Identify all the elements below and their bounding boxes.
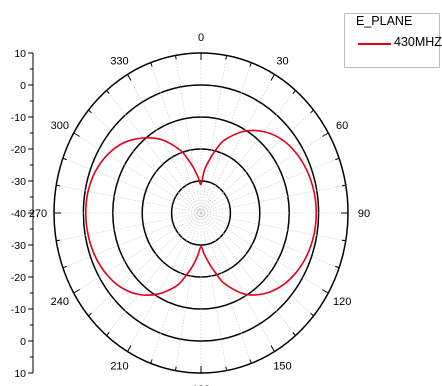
polar-spoke-340 — [150, 62, 202, 214]
angular-tick-label-210: 210 — [110, 360, 128, 372]
polar-spoke-190 — [175, 212, 202, 371]
angular-tick-label-270: 270 — [29, 208, 47, 220]
polar-spoke-70 — [200, 157, 340, 214]
polar-spoke-170 — [200, 212, 227, 371]
radial-tick-label-5: -40 — [11, 208, 26, 220]
angular-major-tick-300 — [73, 132, 81, 137]
series-line-0 — [84, 129, 318, 296]
legend: E_PLANE 430MHZ — [344, 13, 442, 68]
angular-minor-tick-230 — [88, 312, 92, 317]
angular-minor-tick-250 — [62, 265, 67, 269]
angular-tick-label-180: 180 — [192, 384, 210, 386]
polar-spoke-30 — [200, 74, 275, 214]
angular-minor-tick-140 — [292, 332, 296, 336]
radial-tick-label-4: -30 — [11, 176, 26, 188]
polar-spoke-260 — [56, 212, 202, 242]
polar-spoke-210 — [127, 212, 202, 352]
angular-minor-tick-80 — [341, 184, 346, 187]
radial-tick-label-6: -30 — [11, 240, 26, 252]
polar-spoke-10 — [200, 55, 227, 214]
polar-spoke-110 — [200, 212, 340, 269]
radial-tick-label-0: 10 — [14, 48, 26, 60]
angular-major-tick-120 — [321, 289, 329, 294]
polar-spoke-280 — [56, 184, 202, 214]
polar-ring-0 — [170, 180, 232, 246]
angular-minor-tick-10 — [225, 55, 228, 60]
angular-minor-tick-130 — [310, 312, 314, 317]
polar-spoke-130 — [200, 212, 314, 317]
legend-series-swatch — [358, 43, 391, 45]
polar-spoke-80 — [200, 184, 346, 214]
polar-spoke-160 — [200, 212, 252, 364]
polar-spoke-140 — [200, 212, 296, 336]
polar-spoke-200 — [150, 212, 202, 364]
angular-tick-label-30: 30 — [276, 56, 288, 68]
angular-major-tick-240 — [73, 289, 81, 294]
angular-tick-label-240: 240 — [51, 296, 69, 308]
angular-minor-tick-280 — [56, 184, 61, 187]
angular-minor-tick-40 — [292, 90, 296, 94]
radial-tick-label-9: 0 — [20, 336, 26, 348]
angular-minor-tick-310 — [88, 109, 92, 114]
radial-tick-label-7: -20 — [11, 272, 26, 284]
polar-spoke-120 — [200, 212, 329, 294]
polar-spoke-150 — [200, 212, 275, 352]
angular-minor-tick-350 — [174, 55, 177, 60]
angular-major-tick-150 — [270, 345, 275, 352]
angular-tick-label-120: 120 — [333, 296, 351, 308]
angular-minor-tick-260 — [56, 239, 61, 242]
polar-spoke-250 — [62, 212, 202, 269]
angular-tick-label-90: 90 — [358, 208, 370, 220]
angular-major-tick-210 — [127, 345, 132, 352]
angular-minor-tick-170 — [225, 366, 228, 371]
polar-spoke-290 — [62, 157, 202, 214]
angular-minor-tick-190 — [174, 366, 177, 371]
angular-minor-tick-200 — [150, 359, 153, 364]
polar-spoke-100 — [200, 212, 346, 242]
angular-tick-label-150: 150 — [273, 360, 291, 372]
radial-tick-label-3: -20 — [11, 144, 26, 156]
angular-minor-tick-160 — [249, 359, 252, 364]
polar-spoke-230 — [88, 212, 202, 317]
angular-minor-tick-340 — [150, 62, 153, 67]
radial-tick-label-1: 0 — [20, 80, 26, 92]
angular-minor-tick-50 — [310, 109, 314, 114]
angular-tick-label-60: 60 — [336, 120, 348, 132]
polar-spoke-330 — [127, 74, 202, 214]
angular-minor-tick-110 — [335, 265, 340, 269]
angular-minor-tick-320 — [106, 90, 110, 94]
legend-title: E_PLANE — [356, 14, 413, 28]
polar-spoke-350 — [175, 55, 202, 214]
angular-tick-label-0: 0 — [198, 32, 204, 44]
angular-minor-tick-20 — [249, 62, 252, 67]
legend-series-label: 430MHZ — [394, 35, 442, 49]
angular-major-tick-60 — [321, 132, 329, 137]
angular-minor-tick-100 — [341, 239, 346, 242]
angular-major-tick-30 — [270, 74, 275, 81]
polar-spoke-310 — [88, 109, 202, 214]
radial-tick-label-10: 10 — [14, 368, 26, 380]
angular-tick-label-330: 330 — [110, 56, 128, 68]
polar-spoke-320 — [106, 90, 202, 214]
polar-spoke-20 — [200, 62, 252, 214]
angular-major-tick-330 — [127, 74, 132, 81]
radial-tick-label-2: -10 — [11, 112, 26, 124]
angular-minor-tick-220 — [106, 332, 110, 336]
polar-spoke-50 — [200, 109, 314, 214]
polar-spoke-300 — [73, 132, 202, 214]
polar-spoke-60 — [200, 132, 329, 214]
polar-spoke-240 — [73, 212, 202, 294]
angular-minor-tick-290 — [62, 157, 67, 161]
radial-tick-label-8: -10 — [11, 304, 26, 316]
angular-tick-label-300: 300 — [51, 120, 69, 132]
angular-minor-tick-70 — [335, 157, 340, 161]
